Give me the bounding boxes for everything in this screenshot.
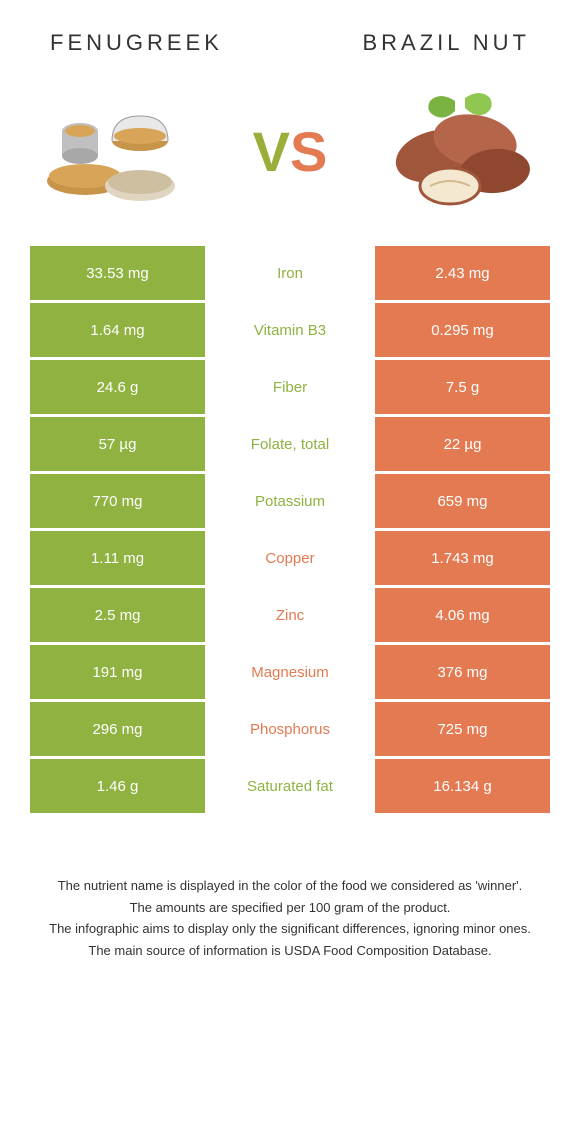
value-left: 296 mg (30, 702, 205, 756)
value-right: 22 µg (375, 417, 550, 471)
value-left: 1.64 mg (30, 303, 205, 357)
fenugreek-image (40, 86, 200, 216)
value-right: 4.06 mg (375, 588, 550, 642)
nutrient-label: Potassium (205, 474, 375, 528)
nutrient-label: Folate, total (205, 417, 375, 471)
title-left: Fenugreek (50, 30, 223, 56)
nutrient-label: Fiber (205, 360, 375, 414)
value-right: 16.134 g (375, 759, 550, 813)
nutrient-label: Iron (205, 246, 375, 300)
footnote-line: The nutrient name is displayed in the co… (30, 876, 550, 896)
nutrient-label: Phosphorus (205, 702, 375, 756)
footnotes: The nutrient name is displayed in the co… (0, 816, 580, 960)
value-left: 1.46 g (30, 759, 205, 813)
value-right: 725 mg (375, 702, 550, 756)
value-right: 1.743 mg (375, 531, 550, 585)
value-right: 376 mg (375, 645, 550, 699)
nutrient-label: Magnesium (205, 645, 375, 699)
value-right: 0.295 mg (375, 303, 550, 357)
value-left: 1.11 mg (30, 531, 205, 585)
value-right: 659 mg (375, 474, 550, 528)
value-left: 33.53 mg (30, 246, 205, 300)
footnote-line: The infographic aims to display only the… (30, 919, 550, 939)
value-left: 770 mg (30, 474, 205, 528)
comparison-table: 33.53 mgIron2.43 mg1.64 mgVitamin B30.29… (0, 246, 580, 813)
value-left: 191 mg (30, 645, 205, 699)
table-row: 57 µgFolate, total22 µg (30, 417, 550, 471)
nutrient-label: Zinc (205, 588, 375, 642)
vs-label: VS (253, 119, 328, 184)
vs-s: S (290, 120, 327, 183)
table-row: 770 mgPotassium659 mg (30, 474, 550, 528)
value-left: 24.6 g (30, 360, 205, 414)
nutrient-label: Saturated fat (205, 759, 375, 813)
table-row: 1.46 gSaturated fat16.134 g (30, 759, 550, 813)
value-left: 57 µg (30, 417, 205, 471)
table-row: 191 mgMagnesium376 mg (30, 645, 550, 699)
footnote-line: The main source of information is USDA F… (30, 941, 550, 961)
table-row: 2.5 mgZinc4.06 mg (30, 588, 550, 642)
table-row: 1.64 mgVitamin B30.295 mg (30, 303, 550, 357)
value-left: 2.5 mg (30, 588, 205, 642)
images-row: VS (0, 66, 580, 246)
brazil-nut-image (380, 86, 540, 216)
vs-v: V (253, 120, 290, 183)
table-row: 33.53 mgIron2.43 mg (30, 246, 550, 300)
table-row: 24.6 gFiber7.5 g (30, 360, 550, 414)
footnote-line: The amounts are specified per 100 gram o… (30, 898, 550, 918)
table-row: 1.11 mgCopper1.743 mg (30, 531, 550, 585)
header: Fenugreek Brazil nut (0, 0, 580, 66)
value-right: 2.43 mg (375, 246, 550, 300)
value-right: 7.5 g (375, 360, 550, 414)
nutrient-label: Copper (205, 531, 375, 585)
nutrient-label: Vitamin B3 (205, 303, 375, 357)
title-right: Brazil nut (362, 30, 530, 56)
table-row: 296 mgPhosphorus725 mg (30, 702, 550, 756)
